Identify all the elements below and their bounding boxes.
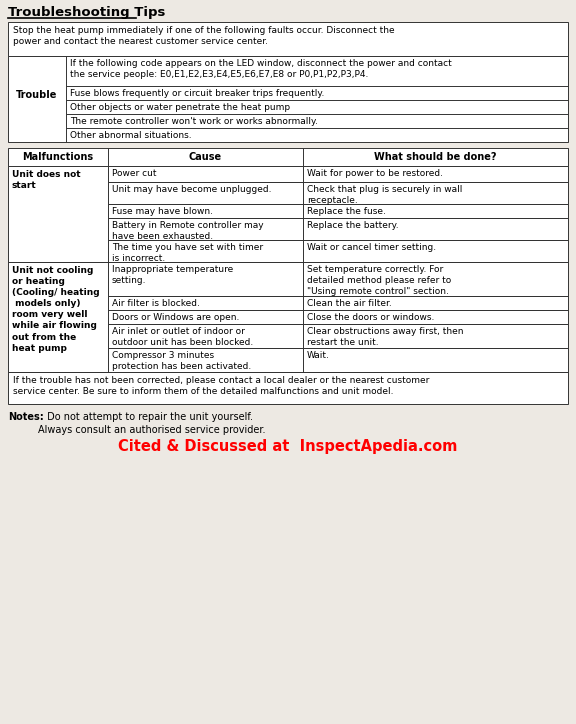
Text: Troubleshooting Tips: Troubleshooting Tips [8,6,165,19]
Text: Do not attempt to repair the unit yourself.: Do not attempt to repair the unit yourse… [44,412,253,422]
Text: Cause: Cause [189,152,222,162]
Bar [303,166,568,182]
Bar [108,348,303,372]
Text: Replace the battery.: Replace the battery. [307,221,399,230]
Text: Notes:: Notes: [8,412,44,422]
Text: Always consult an authorised service provider.: Always consult an authorised service pro… [38,425,266,435]
Text: Doors or Windows are open.: Doors or Windows are open. [112,313,240,322]
Bar [8,22,568,56]
Bar [108,324,303,348]
Text: Trouble: Trouble [16,90,58,100]
Text: The time you have set with timer
is incorrect.: The time you have set with timer is inco… [112,243,263,263]
Text: Power cut: Power cut [112,169,157,178]
Text: Inappropriate temperature
setting.: Inappropriate temperature setting. [112,265,233,285]
Text: Battery in Remote controller may
have been exhausted.: Battery in Remote controller may have be… [112,221,264,241]
Bar [8,166,108,262]
Bar [108,182,303,204]
Text: Fuse may have blown.: Fuse may have blown. [112,207,213,216]
Bar [108,166,303,182]
Bar [8,56,568,142]
Bar [303,204,568,218]
Text: Fuse blows frequently or circuit breaker trips frequently.: Fuse blows frequently or circuit breaker… [70,89,324,98]
Text: Wait.: Wait. [307,351,330,360]
Text: Compressor 3 minutes
protection has been activated.: Compressor 3 minutes protection has been… [112,351,251,371]
Text: Unit may have become unplugged.: Unit may have become unplugged. [112,185,271,194]
Text: Cited & Discussed at  InspectApedia.com: Cited & Discussed at InspectApedia.com [118,439,458,454]
Bar [108,262,303,296]
Text: Unit not cooling
or heating
(Cooling/ heating
 models only)
room very well
while: Unit not cooling or heating (Cooling/ he… [12,266,100,353]
Text: Clear obstructions away first, then
restart the unit.: Clear obstructions away first, then rest… [307,327,464,347]
Text: Wait or cancel timer setting.: Wait or cancel timer setting. [307,243,436,252]
Bar [8,262,108,372]
Bar [303,324,568,348]
Text: Check that plug is securely in wall
receptacle.: Check that plug is securely in wall rece… [307,185,463,205]
Text: Malfunctions: Malfunctions [22,152,93,162]
Bar [303,262,568,296]
Bar [108,296,303,310]
Text: What should be done?: What should be done? [374,152,497,162]
Text: Other objects or water penetrate the heat pump: Other objects or water penetrate the hea… [70,103,290,112]
Bar [8,148,568,166]
Text: Air inlet or outlet of indoor or
outdoor unit has been blocked.: Air inlet or outlet of indoor or outdoor… [112,327,253,347]
Bar [303,240,568,262]
Text: Other abnormal situations.: Other abnormal situations. [70,131,192,140]
Bar [108,310,303,324]
Bar [8,372,568,404]
Text: Replace the fuse.: Replace the fuse. [307,207,386,216]
Text: Close the doors or windows.: Close the doors or windows. [307,313,434,322]
Text: Set temperature correctly. For
detailed method please refer to
"Using remote con: Set temperature correctly. For detailed … [307,265,451,296]
Text: Air filter is blocked.: Air filter is blocked. [112,299,200,308]
Bar [108,240,303,262]
Bar [108,218,303,240]
Bar [303,182,568,204]
Bar [303,218,568,240]
Bar [303,310,568,324]
Bar [108,204,303,218]
Text: Clean the air filter.: Clean the air filter. [307,299,392,308]
Text: Unit does not
start: Unit does not start [12,170,81,190]
Text: If the following code appears on the LED window, disconnect the power and contac: If the following code appears on the LED… [70,59,452,79]
Text: Wait for power to be restored.: Wait for power to be restored. [307,169,443,178]
Bar [303,296,568,310]
Bar [303,348,568,372]
Text: If the trouble has not been corrected, please contact a local dealer or the near: If the trouble has not been corrected, p… [13,376,429,396]
Text: Stop the heat pump immediately if one of the following faults occur. Disconnect : Stop the heat pump immediately if one of… [13,26,395,46]
Text: The remote controller won't work or works abnormally.: The remote controller won't work or work… [70,117,318,126]
